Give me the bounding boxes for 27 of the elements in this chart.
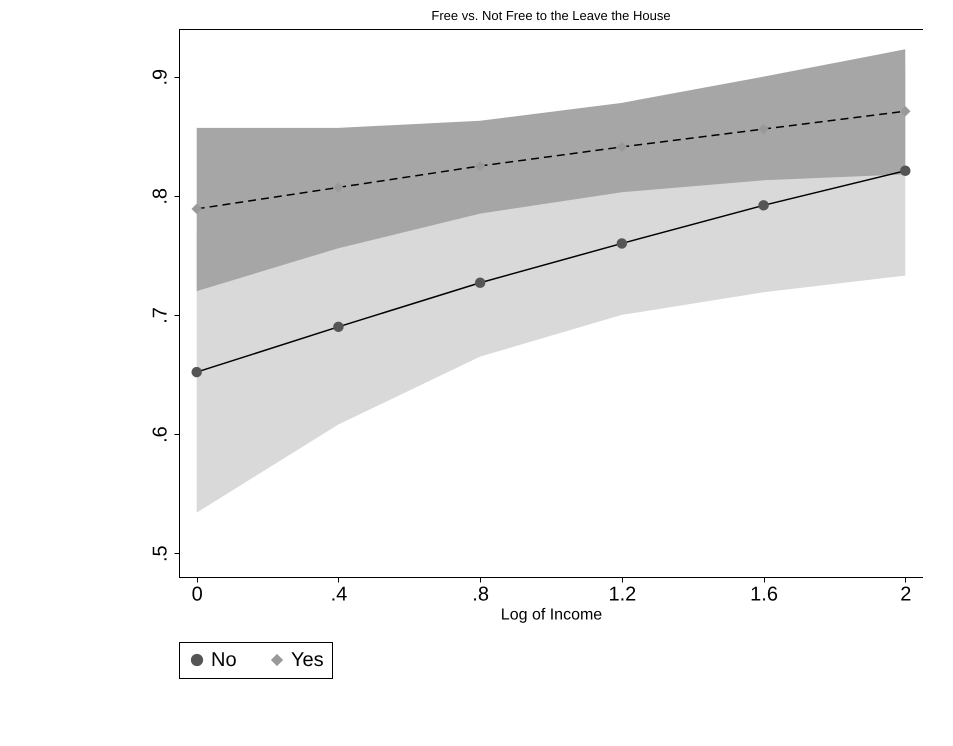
point bbox=[758, 124, 769, 134]
x-tick-label: 2 bbox=[900, 584, 912, 606]
point bbox=[474, 278, 486, 288]
y-tick-label: .9 bbox=[150, 68, 172, 86]
x-tick-label: .4 bbox=[330, 584, 348, 606]
point bbox=[191, 366, 202, 378]
y-tick-label: .6 bbox=[150, 426, 172, 443]
point bbox=[758, 200, 769, 211]
x-tick-label: .8 bbox=[472, 584, 489, 606]
legend-label: Yes bbox=[291, 649, 324, 671]
point bbox=[616, 238, 628, 249]
point bbox=[333, 182, 344, 193]
y-tick-label: .8 bbox=[150, 188, 172, 205]
point bbox=[616, 142, 628, 152]
point bbox=[333, 322, 344, 332]
x-axis-title: Log of Income bbox=[500, 606, 602, 624]
point bbox=[474, 160, 486, 172]
x-tick-label: 0 bbox=[192, 584, 203, 606]
legend-label: No bbox=[211, 649, 237, 671]
point bbox=[900, 166, 911, 176]
x-tick-label: 1.6 bbox=[750, 584, 778, 606]
x-tick-label: 1.2 bbox=[608, 584, 636, 606]
y-tick-label: .7 bbox=[150, 307, 172, 324]
chart-title: Free vs. Not Free to the Leave the House bbox=[431, 8, 671, 23]
point bbox=[191, 204, 202, 214]
y-tick-label: .5 bbox=[150, 545, 172, 562]
point bbox=[900, 106, 911, 116]
